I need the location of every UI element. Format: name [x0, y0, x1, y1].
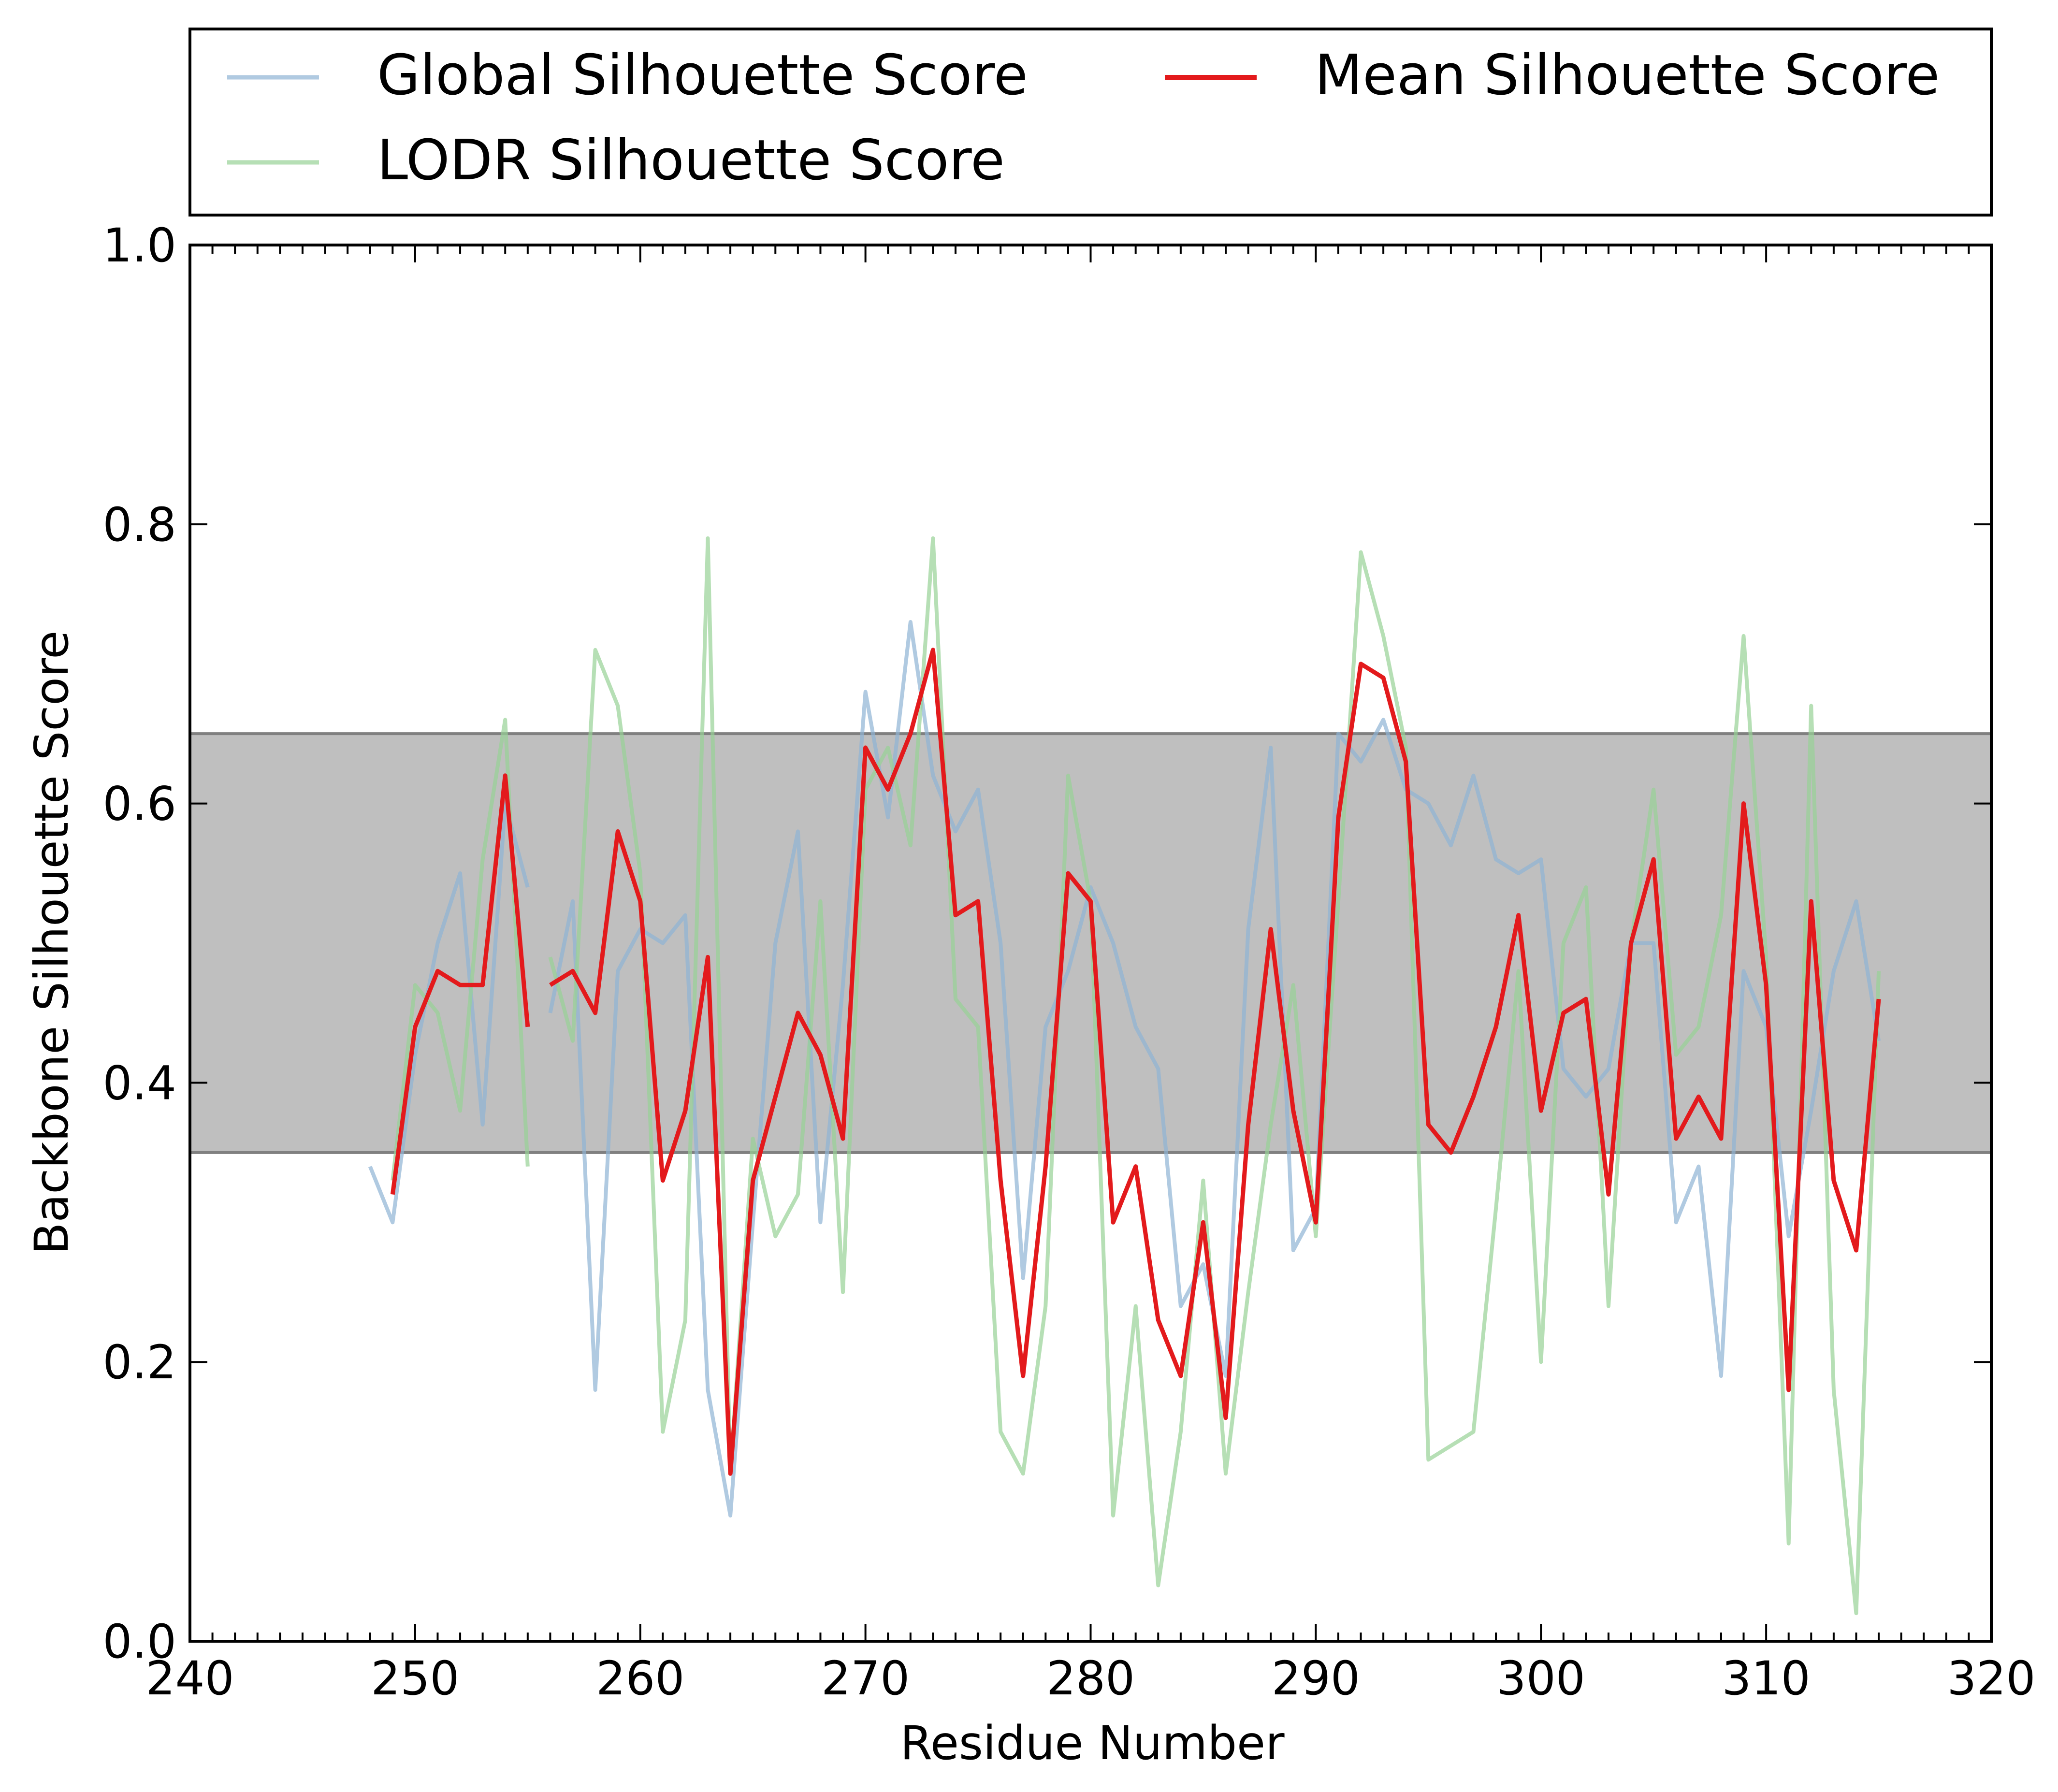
y-tick-label: 0.2	[102, 1335, 176, 1389]
y-tick-label: 0.8	[102, 498, 176, 552]
legend-label: Global Silhouette Score	[377, 43, 1028, 108]
x-tick-label: 310	[1722, 1651, 1811, 1705]
x-axis-label: Residue Number	[900, 1716, 1285, 1770]
series-line-segment	[368, 801, 530, 1225]
x-tick-label: 240	[145, 1651, 234, 1705]
x-tick-label: 250	[371, 1651, 459, 1705]
y-tick-label: 0.4	[102, 1056, 176, 1110]
y-tick-label: 0.6	[102, 777, 176, 831]
legend: Global Silhouette Score LODR Silhouette S…	[188, 28, 1993, 217]
y-tick-label: 0.0	[102, 1615, 176, 1669]
legend-entry: LODR Silhouette Score	[227, 128, 1005, 193]
legend-label: Mean Silhouette Score	[1315, 43, 1940, 108]
x-tick-label: 290	[1272, 1651, 1360, 1705]
y-axis-label: Backbone Silhouette Score	[25, 631, 79, 1255]
legend-entry: Global Silhouette Score	[227, 43, 1028, 108]
legend-label: LODR Silhouette Score	[377, 128, 1005, 193]
x-tick-label: 320	[1947, 1651, 2035, 1705]
series-line-segment	[391, 718, 530, 1181]
legend-box	[188, 28, 1993, 217]
x-tick-label: 260	[596, 1651, 684, 1705]
axes: 240 250 260 270 280 290 300 310 320 0.0 0.2 0.4 0.6 0…	[102, 218, 2035, 1705]
plot-area	[190, 536, 1991, 1616]
x-tick-label: 270	[821, 1651, 910, 1705]
x-tick-label: 280	[1046, 1651, 1135, 1705]
x-tick-label: 300	[1497, 1651, 1585, 1705]
y-tick-label: 1.0	[102, 218, 176, 273]
series-mean-silhouette-score	[390, 648, 1881, 1476]
legend-entry: Mean Silhouette Score	[1165, 43, 1940, 108]
series-line-segment	[549, 648, 1881, 1476]
series-line-segment	[390, 773, 530, 1195]
